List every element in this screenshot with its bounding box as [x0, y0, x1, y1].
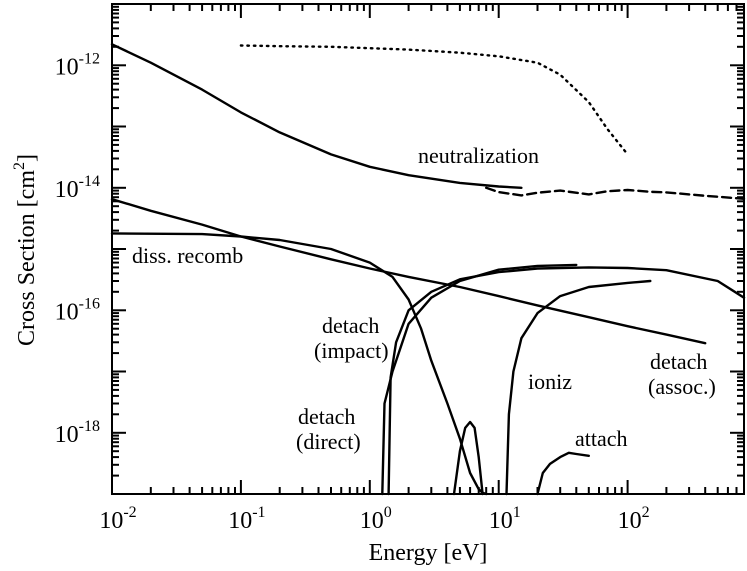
annotation-detach-assoc-line1: detach [650, 349, 707, 374]
annotation-detach-assoc-line2: (assoc.) [648, 374, 716, 399]
annotation-detach-impact-line1: detach [322, 313, 379, 338]
annotation-ioniz: ioniz [528, 369, 572, 394]
y-axis-title-close: ] [14, 154, 40, 162]
annotation-diss-recomb: diss. recomb [132, 243, 243, 268]
series-line-neutralization-high-energy [485, 186, 746, 200]
series-layer [110, 43, 746, 496]
series-line-diss-recomb [110, 198, 707, 345]
y-tick-label: 10-14 [55, 173, 100, 203]
series-line-bump [452, 420, 484, 496]
series-line-detach-direct [110, 232, 488, 496]
x-tick-label: 10-2 [99, 504, 136, 534]
annotation-detach-impact-line2: (impact) [314, 338, 389, 363]
x-tick-label: 101 [489, 504, 521, 534]
x-axis-title: Energy [eV] [369, 540, 488, 566]
y-tick-label: 10-18 [55, 418, 100, 448]
annotation-attach: attach [575, 426, 628, 451]
series-line-dotted [239, 44, 629, 156]
x-tick-label: 100 [360, 504, 392, 534]
axis-ticks [111, 3, 745, 495]
y-tick-label: 10-12 [55, 50, 100, 80]
annotation-detach-direct-line2: (direct) [296, 429, 361, 454]
x-tick-label: 102 [618, 504, 650, 534]
y-axis-title-sup: 2 [11, 162, 28, 170]
annotation-detach-direct-line1: detach [298, 404, 355, 429]
y-axis-title: Cross Section [cm2] [11, 154, 40, 346]
series-line-ioniz [505, 279, 652, 496]
series-line-attach [536, 451, 590, 496]
tick-labels: 10-2 10-1 100 101 102 10-12 10-14 10-16 10-18 [55, 50, 650, 534]
y-axis-title-main: Cross Section [cm [14, 170, 40, 346]
series-line-detach-impact-branch [387, 266, 746, 496]
x-tick-label: 10-1 [228, 504, 265, 534]
series-line-neutralization [110, 43, 523, 189]
annotation-neutralization: neutralization [418, 143, 539, 168]
series-line-detach-impact [381, 263, 578, 496]
y-tick-label: 10-16 [55, 295, 100, 325]
